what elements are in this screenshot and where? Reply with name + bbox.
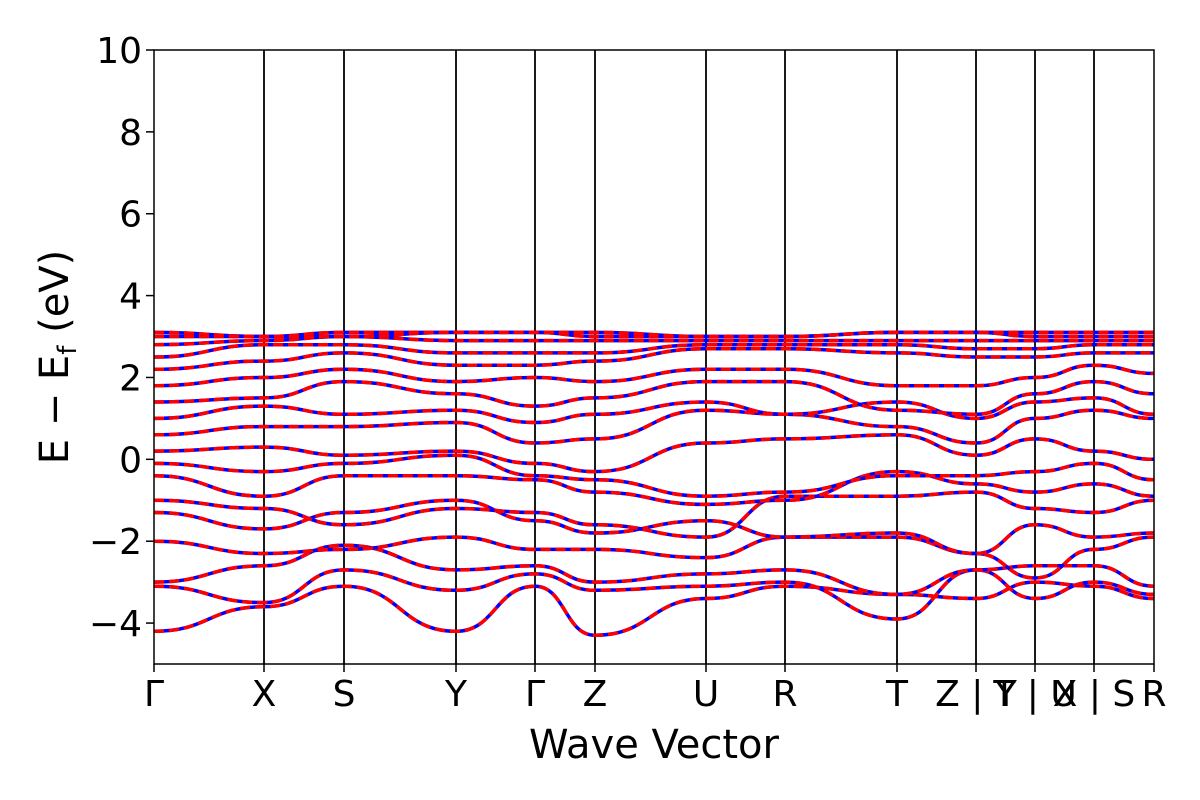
band-3-spin-up — [154, 543, 1154, 597]
kpoint-label: Y — [444, 674, 468, 715]
kpoint-label: R — [772, 674, 797, 715]
y-axis-ticks: −4 −2 0 2 4 6 8 10 — [89, 31, 154, 645]
band-15-spin-up — [154, 342, 1154, 359]
kpoint-label: X — [252, 674, 277, 715]
band-13-spin-up — [154, 363, 1154, 388]
kpoint-label: R — [1141, 674, 1166, 715]
y-tick-label: 4 — [119, 277, 142, 318]
band-12-spin-up — [154, 379, 1154, 417]
kpoint-label: T — [885, 674, 909, 715]
kpoint-label: X | S — [1053, 674, 1136, 715]
band-6-spin-up — [154, 490, 1154, 539]
y-tick-label: −4 — [89, 604, 142, 645]
band-4-spin-down — [154, 535, 1154, 580]
kpoint-label: T | U — [992, 674, 1076, 715]
kpoint-label: Z | Y — [935, 674, 1018, 715]
kpoint-label: Γ — [144, 674, 164, 715]
y-tick-label: −2 — [89, 522, 142, 563]
kpoint-label: S — [333, 674, 356, 715]
band-7-spin-up — [154, 469, 1154, 507]
band-18-spin-down — [154, 330, 1154, 339]
band-8-spin-down — [154, 453, 1154, 498]
y-axis-label-unit: (eV) — [32, 250, 78, 346]
kpoint-label: Γ — [525, 674, 545, 715]
band-14-spin-up — [154, 347, 1154, 372]
y-tick-label: 2 — [119, 358, 142, 399]
band-5-spin-up — [154, 498, 1154, 556]
y-tick-label: 6 — [119, 195, 142, 236]
kpoint-label: U — [693, 674, 719, 715]
y-axis-label-main: E − E — [32, 355, 78, 465]
y-tick-label: 8 — [119, 113, 142, 154]
y-tick-label: 10 — [96, 31, 142, 72]
y-axis-label: E − Ef (eV) — [32, 250, 83, 465]
band-17-spin-up — [154, 330, 1154, 339]
plot-frame — [153, 49, 1155, 665]
band-lines — [154, 330, 1154, 638]
band-4-spin-up — [154, 535, 1154, 580]
band-14-spin-down — [154, 347, 1154, 372]
x-axis-label: Wave Vector — [529, 722, 780, 768]
y-axis-label-subscript: f — [53, 345, 83, 355]
band-9-spin-up — [154, 433, 1154, 474]
band-11-spin-up — [154, 396, 1154, 425]
kpoint-label: Z — [583, 674, 608, 715]
band-10-spin-up — [154, 408, 1154, 445]
y-tick-label: 0 — [119, 440, 142, 481]
band-2-spin-up — [154, 568, 1154, 621]
band-1-spin-up — [154, 580, 1154, 638]
